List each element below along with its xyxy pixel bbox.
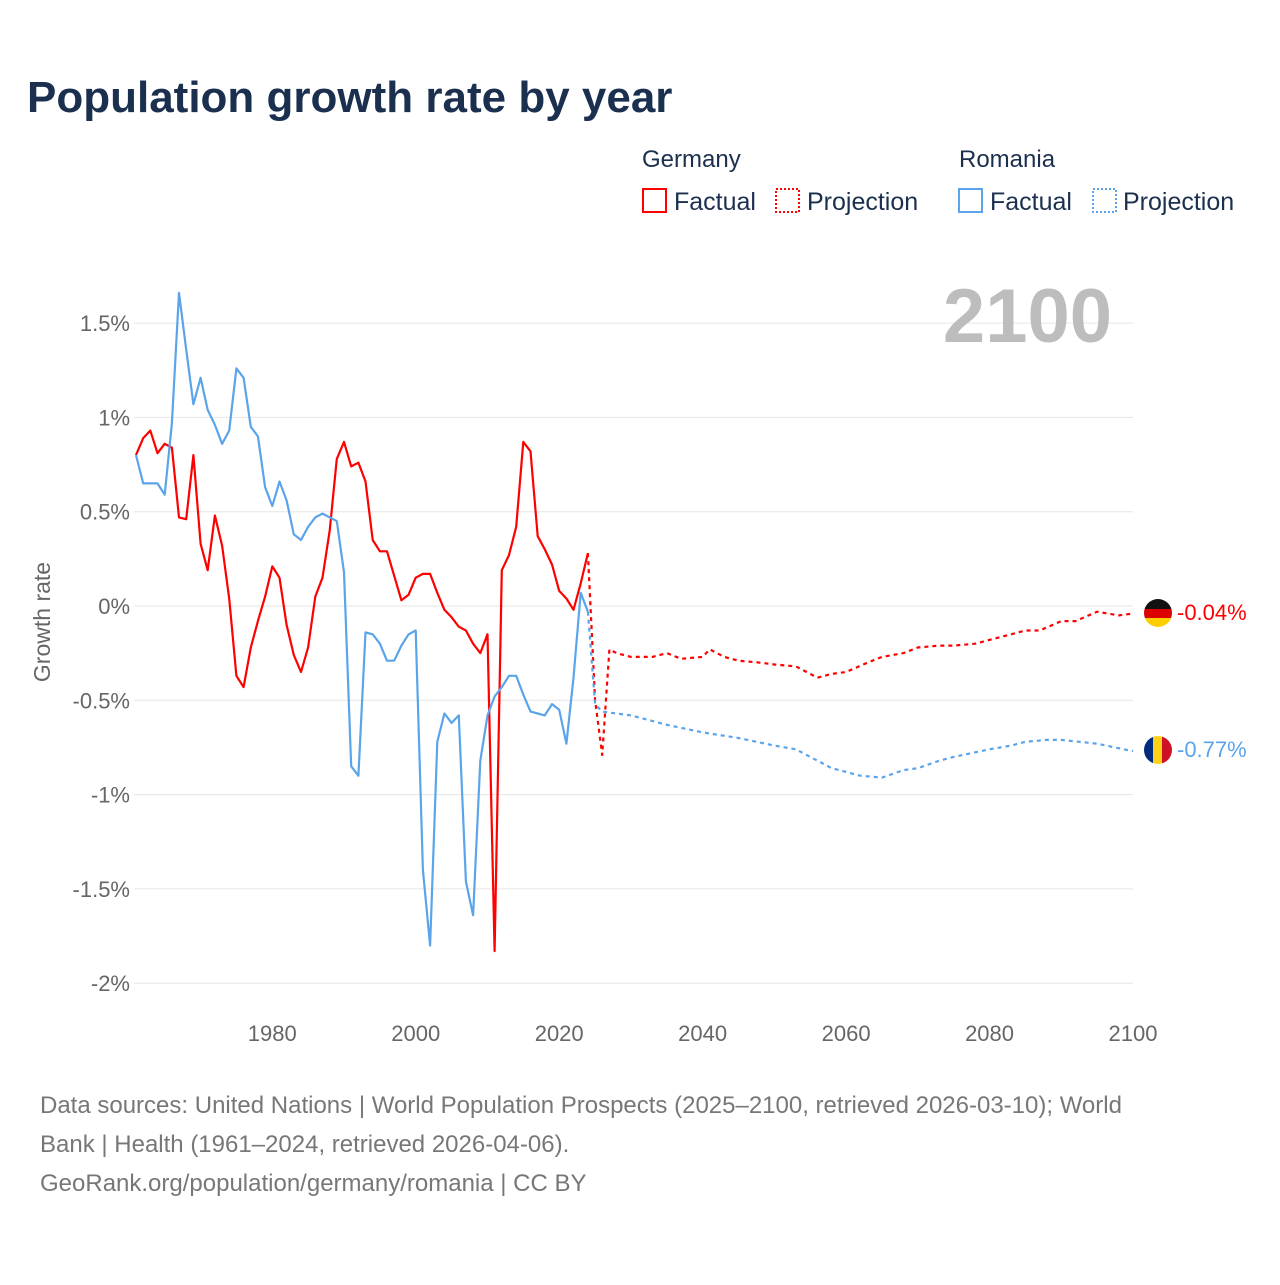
series-lines — [134, 291, 1134, 953]
gridlines — [134, 322, 1133, 984]
legend-romania-projection[interactable]: Projection — [1123, 188, 1234, 216]
y-tick-label: 0.5% — [80, 500, 130, 525]
x-tick-label: 2080 — [965, 1021, 1014, 1046]
legend-group-germany: Germany — [642, 146, 741, 173]
end-label-romania: -0.77% — [1177, 737, 1247, 762]
end-label-germany: -0.04% — [1177, 600, 1247, 625]
series-line-romania-factual[interactable] — [134, 291, 589, 947]
legend-swatch-romania-projection — [1092, 188, 1117, 213]
footer-link[interactable]: GeoRank.org/population/germany/romania |… — [40, 1170, 587, 1197]
x-axis: 1980 2000 2020 2040 2060 2080 2100 — [248, 1021, 1158, 1046]
x-tick-label: 2100 — [1109, 1021, 1158, 1046]
legend-swatch-germany-projection — [775, 188, 800, 213]
y-tick-label: 0% — [98, 594, 130, 619]
legend-germany-factual[interactable]: Factual — [674, 188, 756, 216]
flag-romania-icon — [1144, 736, 1172, 764]
series-line-romania-projection[interactable] — [586, 611, 1134, 779]
y-tick-label: -0.5% — [73, 688, 130, 713]
x-tick-label: 1980 — [248, 1021, 297, 1046]
x-tick-label: 2000 — [391, 1021, 440, 1046]
y-tick-label: -2% — [91, 971, 130, 996]
y-tick-label: -1% — [91, 783, 130, 808]
y-tick-label: 1% — [98, 405, 130, 430]
x-tick-label: 2040 — [678, 1021, 727, 1046]
page-title: Population growth rate by year — [27, 73, 672, 122]
current-year-label: 2100 — [943, 274, 1112, 359]
legend: Germany Factual Projection Romania Factu… — [642, 146, 1234, 216]
series-line-germany-factual[interactable] — [134, 429, 589, 953]
y-tick-label: 1.5% — [80, 311, 130, 336]
y-tick-label: -1.5% — [73, 877, 130, 902]
footer-sources-line1: Data sources: United Nations | World Pop… — [40, 1092, 1122, 1119]
legend-swatch-germany-factual — [642, 188, 667, 213]
footer: Data sources: United Nations | World Pop… — [40, 1092, 1122, 1197]
y-axis-label: Growth rate — [29, 562, 55, 682]
x-tick-label: 2060 — [822, 1021, 871, 1046]
y-axis: 1.5% 1% 0.5% 0% -0.5% -1% -1.5% -2% — [73, 311, 130, 996]
footer-sources-line2: Bank | Health (1961–2024, retrieved 2026… — [40, 1131, 569, 1158]
x-tick-label: 2020 — [535, 1021, 584, 1046]
legend-germany-projection[interactable]: Projection — [807, 188, 918, 216]
legend-group-romania: Romania — [959, 146, 1056, 173]
legend-romania-factual[interactable]: Factual — [990, 188, 1072, 216]
flag-germany-icon — [1144, 599, 1172, 627]
series-line-germany-projection[interactable] — [586, 553, 1134, 757]
legend-swatch-romania-factual — [958, 188, 983, 213]
